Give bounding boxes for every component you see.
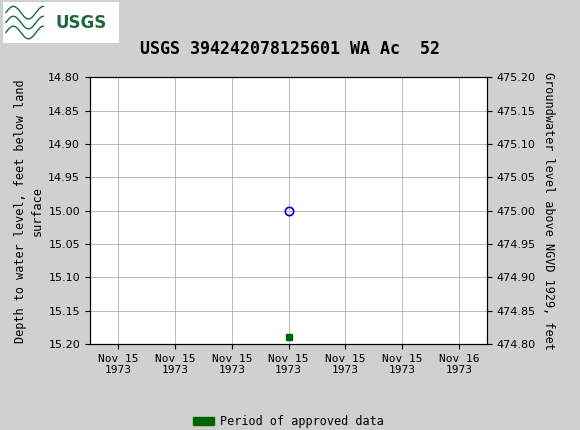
Y-axis label: Groundwater level above NGVD 1929, feet: Groundwater level above NGVD 1929, feet: [542, 72, 554, 350]
Bar: [3, 2, 119, 43]
Legend: Period of approved data: Period of approved data: [187, 409, 390, 430]
Text: USGS 394242078125601 WA Ac  52: USGS 394242078125601 WA Ac 52: [140, 40, 440, 58]
Text: USGS: USGS: [55, 14, 106, 31]
Y-axis label: Depth to water level, feet below land
surface: Depth to water level, feet below land su…: [14, 79, 44, 343]
